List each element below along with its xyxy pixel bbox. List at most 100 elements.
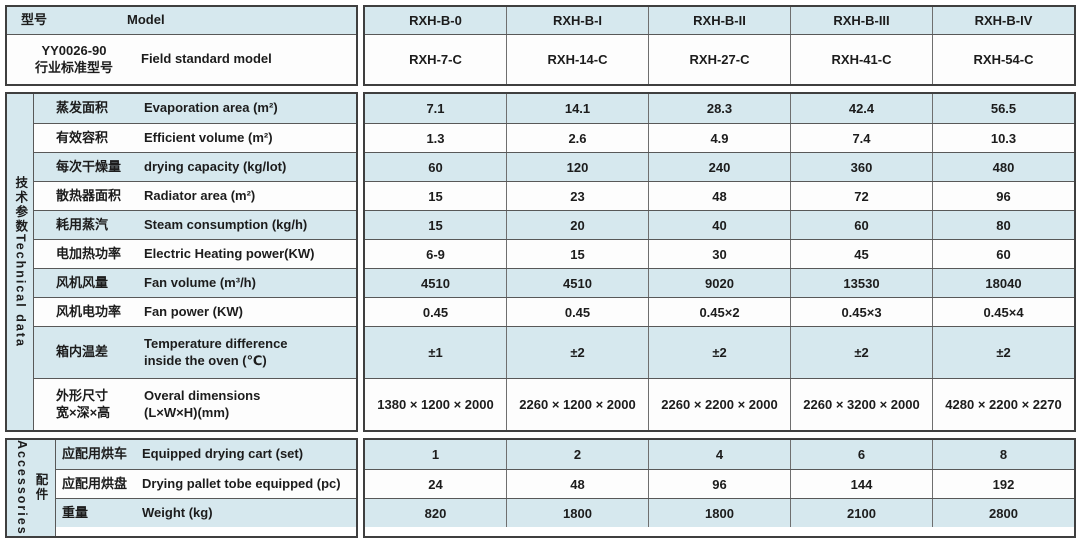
header-labels-box: 型号 Model YY0026-90 行业标准型号 Field standard… [5,5,358,86]
value-cell: 1800 [648,499,790,527]
value-cell: 2260 × 2200 × 2000 [648,379,790,430]
value-cell: RXH-27-C [648,35,790,84]
accessories-labels-box: Accessories 配件 应配用烘车 Equipped drying cart… [5,438,358,538]
value-cell: 4280 × 2200 × 2270 [932,379,1074,430]
row-label-cn: 蒸发面积 [56,100,109,116]
spec-label-row: 应配用烘盘 Drying pallet tobe equipped (pc) [56,469,356,498]
row-label-cn: 箱内温差 [56,344,109,360]
row-label-cn: 有效容积 [56,129,109,145]
spec-values-row: 1380 × 1200 × 2000 2260 × 1200 × 2000 2260… [365,378,1074,430]
value-cell: 10.3 [932,124,1074,152]
row-label-en: Efficient volume (m²) [144,129,273,145]
value-cell: 56.5 [932,94,1074,123]
value-cell: 192 [932,470,1074,498]
header-label-rows: 型号 Model YY0026-90 行业标准型号 Field standard… [7,7,356,84]
value-cell: 2 [506,440,648,469]
value-cell: 15 [428,188,443,204]
value-cell: 7.4 [790,124,932,152]
technical-label-rows: 蒸发面积 Evaporation area (m²) 有效容积 Efficient v… [34,94,356,430]
value-cell: 23 [506,182,648,210]
value-cell: 45 [790,240,932,268]
value-cell: 8 [932,440,1074,469]
technical-band-label: 技术参数Technical data [13,176,28,348]
row-label-en: Overal dimensions (L×W×H)(mm) [144,388,261,420]
value-cell: RXH-B-II [648,7,790,34]
row-label-en: Drying pallet tobe equipped (pc) [142,475,341,491]
spec-label-row: 风机电功率 Fan power (KW) [34,297,356,326]
value-cell: 4510 [421,275,450,291]
spec-label-row: 耗用蒸汽 Steam consumption (kg/h) [34,210,356,239]
accessories-band-label-en: Accessories [15,440,29,536]
value-cell: ±1 [428,345,443,360]
spec-label-row: 重量 Weight (kg) [56,498,356,527]
technical-values: 7.1 14.1 28.3 42.4 56.5 1.3 2.6 4.9 7.4 10.3 60 120… [363,92,1076,432]
spec-label-row: 外形尺寸 宽×深×高 Overal dimensions (L×W×H)(mm) [34,378,356,430]
value-cell: 0.45 [422,304,449,320]
row-label-en: Evaporation area (m²) [144,100,278,116]
value-cell: 48 [506,470,648,498]
value-cell: RXH-7-C [409,52,462,67]
accessories-band: Accessories 配件 [7,440,56,536]
standard-model-label-cn: YY0026-90 行业标准型号 [34,43,113,75]
value-cell: 240 [648,153,790,181]
spec-values-row: 7.1 14.1 28.3 42.4 56.5 [365,94,1074,123]
model-label-row: 型号 Model [7,7,356,34]
spec-values-row: RXH-7-C RXH-14-C RXH-27-C RXH-41-C RXH-54-C [365,34,1074,84]
header-section: 型号 Model YY0026-90 行业标准型号 Field standard… [5,5,1076,86]
standard-model-label-en: Field standard model [141,51,272,67]
spec-values-row: 0.45 0.45 0.45×2 0.45×3 0.45×4 [365,297,1074,326]
value-cell: 1380 × 1200 × 2000 [377,397,494,412]
value-cell: 60 [428,159,443,175]
value-cell: 1 [431,447,440,462]
accessories-section: Accessories 配件 应配用烘车 Equipped drying cart… [5,438,1076,538]
value-cell: 40 [648,211,790,239]
value-cell: RXH-B-III [790,7,932,34]
spec-values-row: RXH-B-0 RXH-B-I RXH-B-II RXH-B-III RXH-B-IV [365,7,1074,34]
value-cell: ±2 [506,327,648,378]
technical-band: 技术参数Technical data [7,94,34,430]
value-cell: 2800 [932,499,1074,527]
accessories-label-rows: 应配用烘车 Equipped drying cart (set) 应配用烘盘 Dryi… [56,440,356,536]
spec-values-row: 6-9 15 30 45 60 [365,239,1074,268]
spec-label-row: 蒸发面积 Evaporation area (m²) [34,94,356,123]
value-cell: 48 [648,182,790,210]
model-label-en: Model [127,12,165,28]
spec-values-row: 24 48 96 144 192 [365,469,1074,498]
spec-values-row: ±1 ±2 ±2 ±2 ±2 [365,326,1074,378]
row-label-en: Temperature difference inside the oven (… [144,336,288,368]
value-cell: ±2 [790,327,932,378]
spec-values-row: 1.3 2.6 4.9 7.4 10.3 [365,123,1074,152]
row-label-cn: 风机风量 [56,274,109,290]
row-label-cn: 耗用蒸汽 [56,216,109,232]
value-cell: 4510 [506,269,648,297]
value-cell: 0.45×2 [648,298,790,326]
value-cell: RXH-54-C [932,35,1074,84]
value-cell: 42.4 [790,94,932,123]
value-cell: 7.1 [426,101,445,116]
value-cell: 1.3 [426,130,445,146]
row-label-cn: 重量 [62,504,89,520]
value-cell: 2.6 [506,124,648,152]
row-label-en: Equipped drying cart (set) [142,446,304,462]
spec-values-row: 4510 4510 9020 13530 18040 [365,268,1074,297]
row-label-en: Fan volume (m³/h) [144,274,256,290]
value-cell: 4 [648,440,790,469]
row-label-cn: 应配用烘车 [62,446,128,462]
row-label-cn: 每次干燥量 [56,158,122,174]
value-cell: 2100 [790,499,932,527]
value-cell: 0.45 [506,298,648,326]
value-cell: 144 [790,470,932,498]
value-cell: RXH-B-0 [409,13,462,28]
value-cell: 72 [790,182,932,210]
value-cell: 96 [932,182,1074,210]
spec-values-row: 15 23 48 72 96 [365,181,1074,210]
value-cell: 18040 [932,269,1074,297]
value-cell: 6-9 [426,246,445,262]
value-cell: RXH-B-IV [932,7,1074,34]
technical-labels-box: 技术参数Technical data 蒸发面积 Evaporation area … [5,92,358,432]
technical-section: 技术参数Technical data 蒸发面积 Evaporation area … [5,92,1076,432]
spec-values-row: 60 120 240 360 480 [365,152,1074,181]
value-cell: 60 [932,240,1074,268]
